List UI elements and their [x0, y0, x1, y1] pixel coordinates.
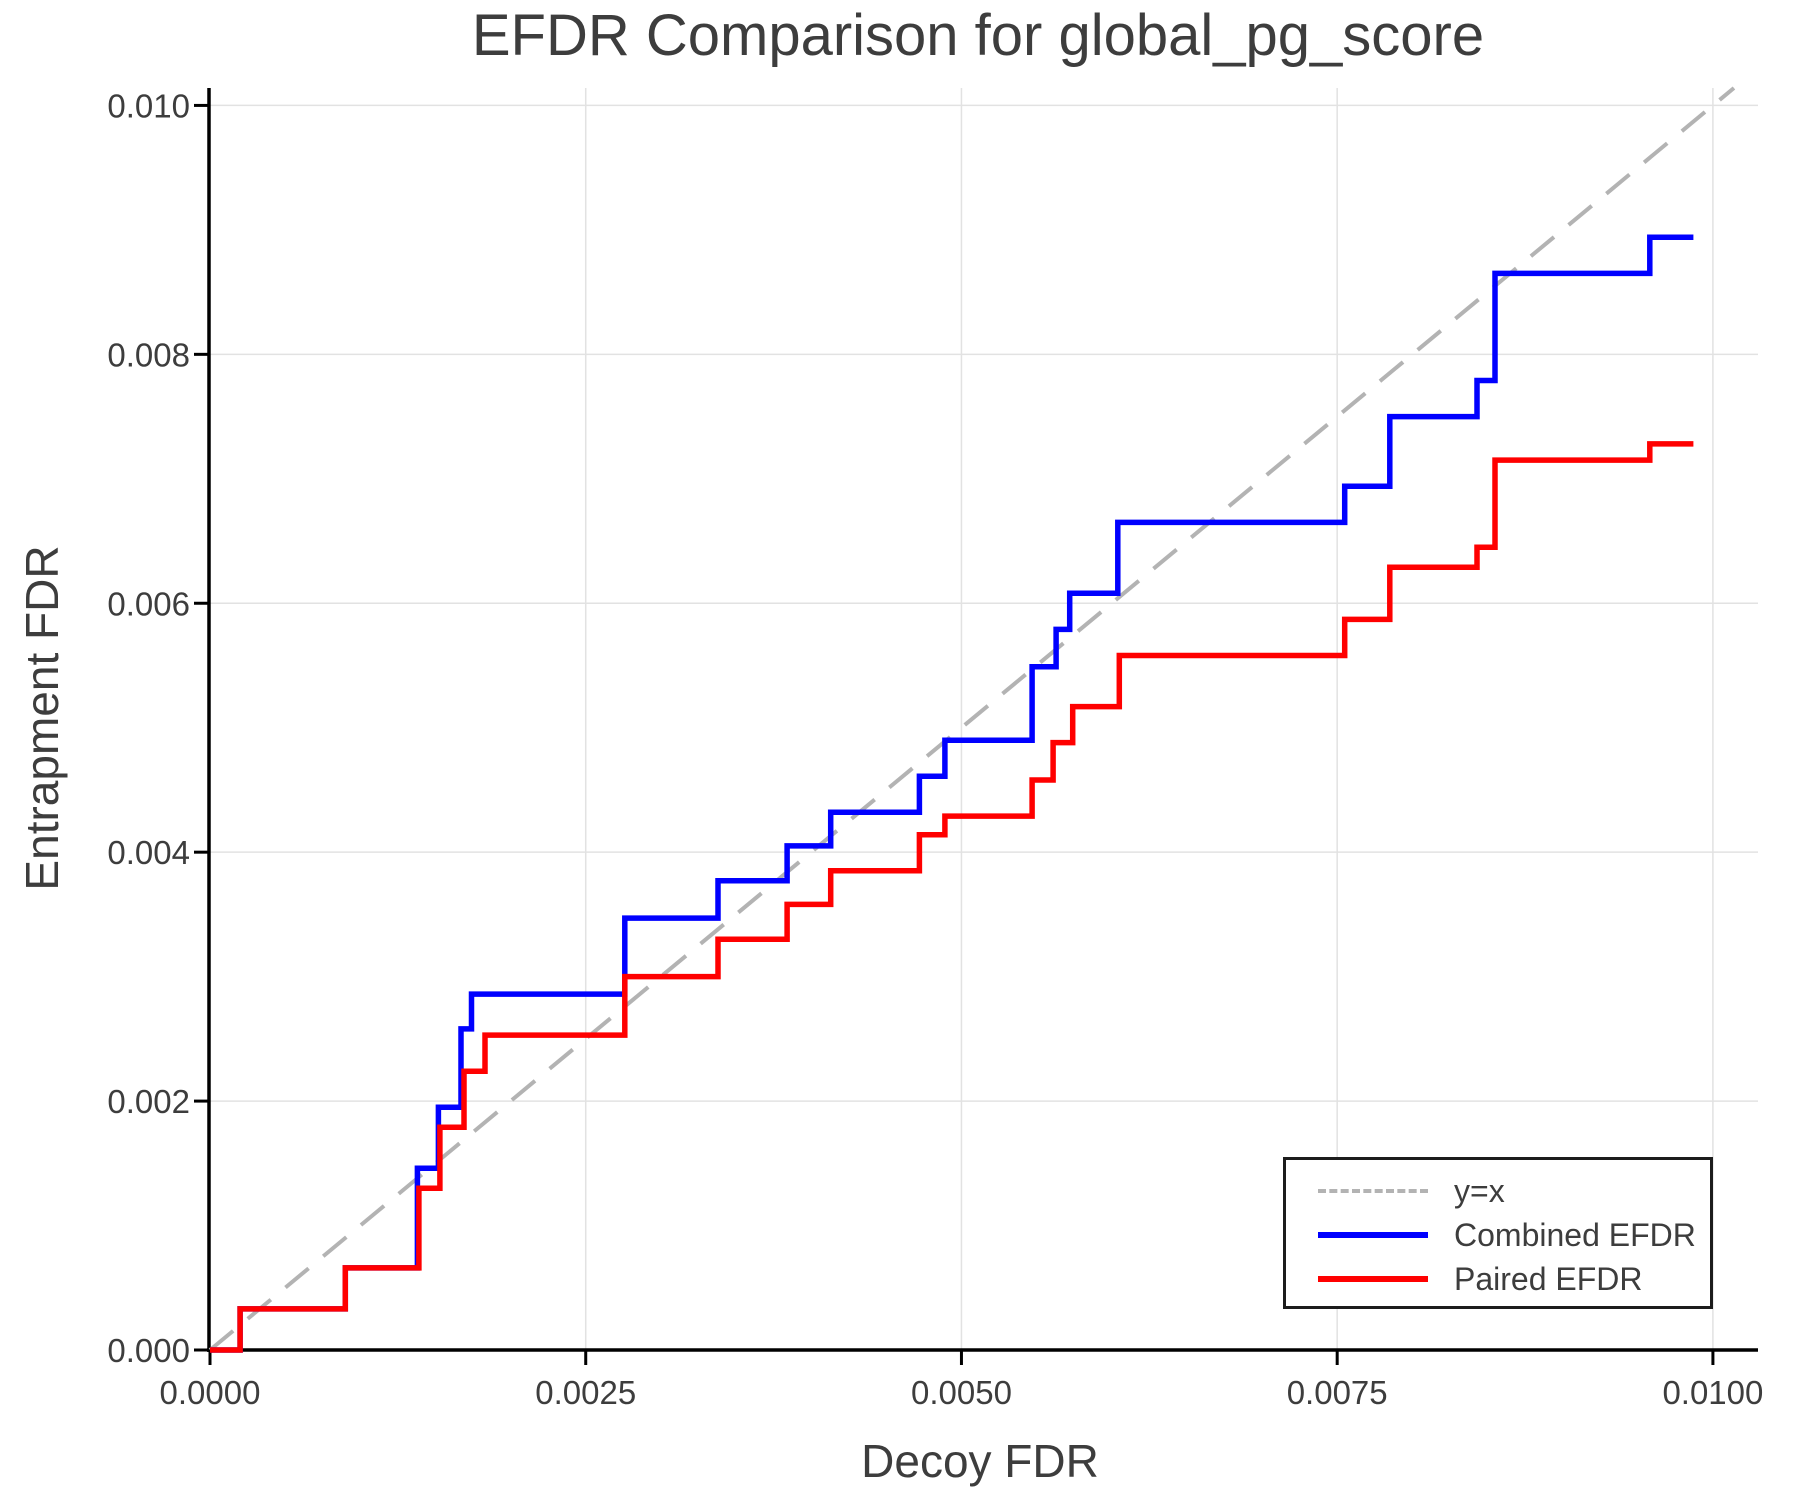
y-tick-label: 0.010: [107, 87, 190, 124]
y-tick-label: 0.008: [107, 336, 190, 373]
y-axis-label: Entrapment FDR: [16, 545, 68, 891]
legend-box: y=x Combined EFDR Paired EFDR: [1283, 1157, 1713, 1309]
legend-sample-dashed-line: [1318, 1189, 1428, 1193]
x-axis-label: Decoy FDR: [861, 1435, 1099, 1487]
x-tick-label: 0.0100: [1662, 1374, 1763, 1411]
chart-title: EFDR Comparison for global_pg_score: [471, 3, 1485, 68]
legend-label: y=x: [1454, 1173, 1505, 1209]
legend-item-paired-efdr: Paired EFDR: [1286, 1257, 1710, 1301]
y-tick-label: 0.002: [107, 1083, 190, 1120]
legend-label: Paired EFDR: [1454, 1261, 1643, 1297]
x-tick-label: 0.0025: [535, 1374, 636, 1411]
x-tick-label: 0.0050: [911, 1374, 1012, 1411]
legend-sample-paired-line: [1318, 1276, 1428, 1282]
legend-sample-combined-line: [1318, 1232, 1428, 1238]
reference-line-y-equals-x: [208, 86, 1736, 1352]
paired-efdr-line: [210, 441, 1694, 1353]
y-tick-label: 0.004: [107, 834, 190, 871]
legend-label: Combined EFDR: [1454, 1217, 1696, 1253]
x-tick-label: 0.0000: [160, 1374, 261, 1411]
y-tick-label: 0.000: [107, 1332, 190, 1369]
y-tick-label: 0.006: [107, 585, 190, 622]
legend-item-combined-efdr: Combined EFDR: [1286, 1213, 1710, 1257]
legend-item-yx: y=x: [1286, 1169, 1710, 1213]
x-tick-label: 0.0075: [1287, 1374, 1388, 1411]
